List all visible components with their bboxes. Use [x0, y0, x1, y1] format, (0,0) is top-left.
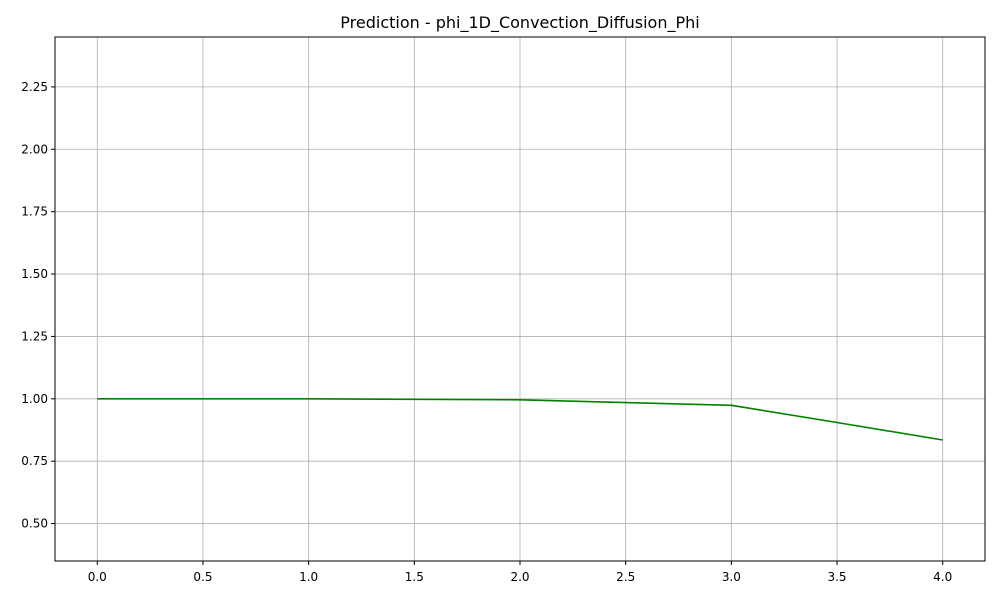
y-tick-label: 2.25	[21, 80, 48, 94]
y-tick-label: 0.50	[21, 517, 48, 531]
x-tick-label: 3.5	[827, 570, 846, 584]
y-tick-label: 0.75	[21, 454, 48, 468]
x-tick-label: 2.5	[616, 570, 635, 584]
y-tick-label: 1.75	[21, 205, 48, 219]
series-line	[97, 397, 943, 441]
series-layer	[97, 397, 943, 441]
x-tick-label: 3.0	[722, 570, 741, 584]
x-tick-label: 4.0	[933, 570, 952, 584]
y-tick-label: 2.00	[21, 142, 48, 156]
x-tick-label: 0.5	[193, 570, 212, 584]
x-tick-label: 1.0	[299, 570, 318, 584]
y-tick-label: 1.00	[21, 392, 48, 406]
axis-ticks: 0.0 0.5 1.0 1.5 2.0 2.5 3.0 3.5 4.0 0.50 0.75 1.00 1…	[21, 80, 952, 584]
x-tick-label: 0.0	[88, 570, 107, 584]
y-tick-label: 1.25	[21, 329, 48, 343]
x-tick-label: 1.5	[405, 570, 424, 584]
y-tick-label: 1.50	[21, 267, 48, 281]
x-tick-label: 2.0	[510, 570, 529, 584]
chart-title: Prediction - phi_1D_Convection_Diffusion…	[340, 13, 699, 33]
